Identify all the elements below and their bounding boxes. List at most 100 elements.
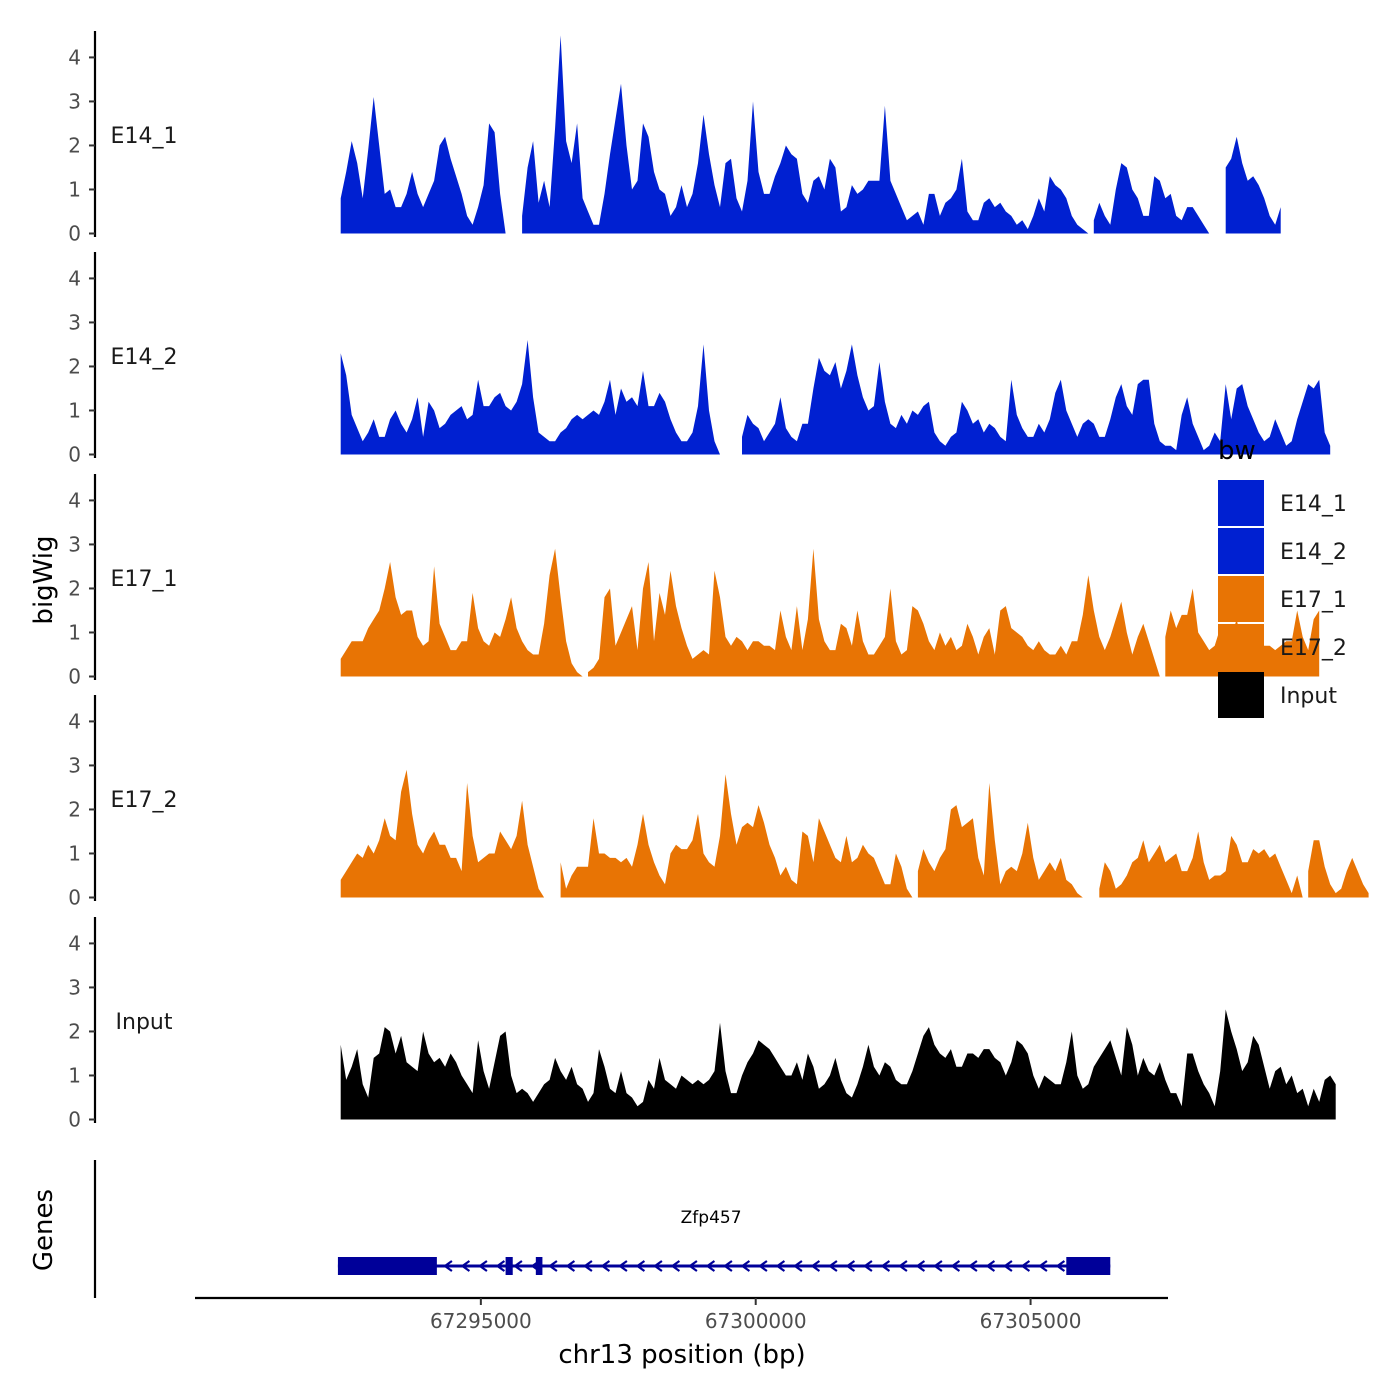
panel-label: E14_1 xyxy=(111,124,178,149)
strand-arrow-icon xyxy=(1055,1260,1066,1272)
signal-area-e17-2 xyxy=(1308,840,1369,898)
x-axis: 67295000 67300000 67305000 xyxy=(195,1296,1168,1333)
signal-area-e17-2 xyxy=(1099,831,1303,898)
track-panel-input: 0 1 2 3 4 Input xyxy=(68,917,1336,1132)
strand-arrow-icon xyxy=(985,1260,996,1272)
signal-area-e17-1 xyxy=(588,548,1160,677)
strand-arrow-icon xyxy=(933,1260,943,1272)
signal-area-e14-2 xyxy=(340,340,720,455)
strand-arrow-icon xyxy=(880,1260,891,1272)
signal-area-e14-1 xyxy=(522,35,1089,234)
strand-arrow-icon xyxy=(548,1260,558,1272)
signal-area-e14-1 xyxy=(1225,136,1281,234)
x-axis-title: chr13 position (bp) xyxy=(558,1340,805,1370)
track-panel-e14-2: 0 1 2 3 4 E14_2 xyxy=(68,252,1331,467)
gene-exon xyxy=(1066,1257,1111,1275)
gene-exon xyxy=(337,1257,437,1275)
y-axis-title: bigWig xyxy=(29,535,59,624)
panel-label: Input xyxy=(116,1010,173,1035)
strand-arrow-icon xyxy=(495,1260,506,1272)
signal-area-e17-2 xyxy=(340,769,545,898)
signal-tracks: 0 1 2 3 4 E14_1 0 1 2 3 4 E14_2 0 1 2 3 4 E17_1 0 1 2 3 4 E17_2… xyxy=(68,31,1369,1132)
y-tick-label: 2 xyxy=(68,797,81,821)
y-tick-label: 1 xyxy=(68,177,81,201)
strand-arrow-icon xyxy=(758,1260,768,1272)
legend-title: bw xyxy=(1218,436,1256,466)
legend-key-input xyxy=(1218,672,1264,718)
y-tick-label: 4 xyxy=(68,488,81,512)
signal-area-e17-1 xyxy=(1165,588,1320,677)
signal-area-e14-1 xyxy=(1093,163,1210,234)
y-tick-label: 4 xyxy=(68,709,81,733)
track-panel-e17-1: 0 1 2 3 4 E17_1 xyxy=(68,474,1320,689)
strand-arrow-icon xyxy=(968,1260,978,1272)
y-tick-label: 0 xyxy=(68,665,81,689)
y-tick-label: 3 xyxy=(68,753,81,777)
strand-arrow-icon xyxy=(950,1260,961,1272)
strand-arrow-icon xyxy=(828,1260,838,1272)
strand-arrow-icon xyxy=(688,1260,698,1272)
track-panel-e17-2: 0 1 2 3 4 E17_2 xyxy=(68,695,1369,910)
strand-arrow-icon xyxy=(653,1260,663,1272)
panel-label: E17_2 xyxy=(111,788,178,813)
legend-key-e17-1 xyxy=(1218,576,1264,622)
genes-axis-title: Genes xyxy=(29,1189,59,1271)
signal-area-e17-2 xyxy=(560,774,913,898)
gene-track: Zfp457 xyxy=(93,1160,1111,1298)
signal-area-e14-1 xyxy=(340,97,506,234)
signal-area-e17-2 xyxy=(917,783,1083,898)
y-tick-label: 4 xyxy=(68,45,81,69)
y-tick-label: 2 xyxy=(68,1019,81,1043)
y-tick-label: 0 xyxy=(68,222,81,246)
strand-arrow-icon xyxy=(845,1260,856,1272)
x-tick-label: 67300000 xyxy=(705,1309,807,1333)
y-tick-label: 1 xyxy=(68,841,81,865)
strand-arrow-icon xyxy=(565,1260,576,1272)
strand-arrow-icon xyxy=(1020,1260,1031,1272)
y-tick-label: 4 xyxy=(68,266,81,290)
y-tick-label: 0 xyxy=(68,443,81,467)
strand-arrow-icon xyxy=(460,1260,471,1272)
strand-arrow-icon xyxy=(705,1260,716,1272)
signal-area-input xyxy=(340,1009,1336,1120)
y-tick-label: 4 xyxy=(68,931,81,955)
y-tick-label: 2 xyxy=(68,354,81,378)
strand-arrow-icon xyxy=(898,1260,908,1272)
legend-label: Input xyxy=(1280,684,1337,709)
strand-arrow-icon xyxy=(740,1260,751,1272)
strand-arrow-icon xyxy=(793,1260,803,1272)
strand-arrow-icon xyxy=(478,1260,488,1272)
y-tick-label: 0 xyxy=(68,1108,81,1132)
y-tick-label: 3 xyxy=(68,310,81,334)
panel-label: E17_1 xyxy=(111,567,178,592)
y-tick-label: 1 xyxy=(68,398,81,422)
y-tick-label: 0 xyxy=(68,886,81,910)
legend-key-e14-1 xyxy=(1218,480,1264,526)
signal-area-e17-1 xyxy=(340,548,583,677)
legend-label: E17_1 xyxy=(1280,588,1347,613)
signal-area-e14-2 xyxy=(742,344,1331,455)
y-tick-label: 3 xyxy=(68,532,81,556)
legend-key-e17-2 xyxy=(1218,624,1264,670)
legend-label: E14_2 xyxy=(1280,540,1347,565)
strand-arrow-icon xyxy=(723,1260,733,1272)
legend-key-e14-2 xyxy=(1218,528,1264,574)
strand-arrow-icon xyxy=(863,1260,873,1272)
strand-arrow-icon xyxy=(810,1260,821,1272)
y-tick-label: 1 xyxy=(68,1063,81,1087)
strand-arrow-icon xyxy=(513,1260,523,1272)
gene-exon xyxy=(505,1257,513,1275)
x-tick-label: 67305000 xyxy=(980,1309,1082,1333)
strand-arrow-icon xyxy=(775,1260,786,1272)
y-tick-label: 3 xyxy=(68,975,81,999)
strand-arrow-icon xyxy=(1003,1260,1013,1272)
x-tick-label: 67295000 xyxy=(430,1309,532,1333)
strand-arrow-icon xyxy=(583,1260,593,1272)
legend: bw E14_1 E14_2 E17_1 E17_2 Input xyxy=(1218,436,1347,718)
strand-arrow-icon xyxy=(915,1260,926,1272)
strand-arrow-icon xyxy=(443,1260,453,1272)
panel-label: E14_2 xyxy=(111,345,178,370)
strand-arrow-icon xyxy=(618,1260,628,1272)
legend-label: E14_1 xyxy=(1280,492,1347,517)
